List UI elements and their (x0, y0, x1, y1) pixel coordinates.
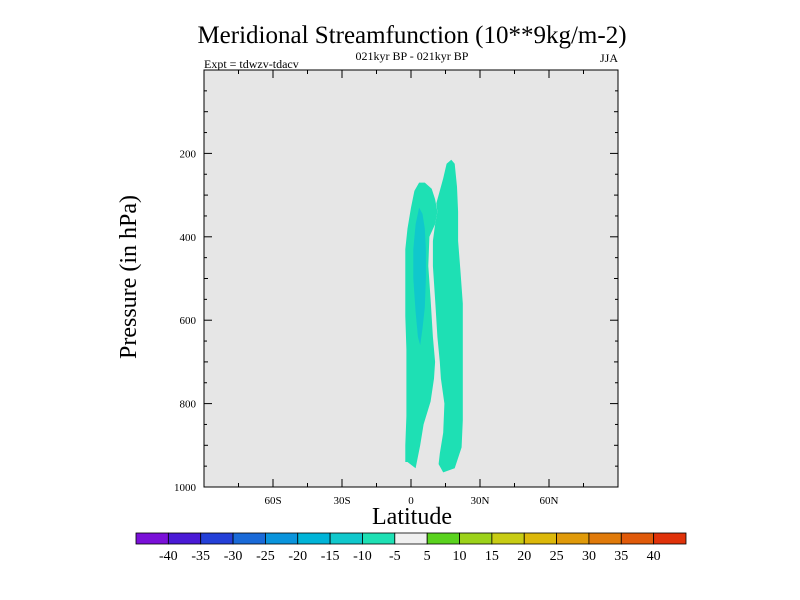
colorbar-label-5: -15 (321, 549, 340, 564)
colorbar-swatch-4 (265, 532, 299, 545)
colorbar-swatch-12 (523, 532, 557, 545)
y-tick-label-0: 200 (180, 148, 197, 160)
chart-subtitle: 021kyr BP - 021kyr BP (356, 49, 469, 63)
axis-ticks: 60S 30S 0 30N 60N 200 400 600 800 1000 (174, 70, 618, 507)
colorbar: -40 -35 -30 -25 -20 -15 -10 -5 5 10 15 20 25 30 35 40 (135, 532, 687, 564)
y-tick-label-3: 800 (180, 399, 197, 411)
colorbar-label-13: 30 (582, 549, 596, 564)
colorbar-label-1: -35 (191, 549, 210, 564)
colorbar-label-6: -10 (353, 549, 372, 564)
x-tick-label-3: 30N (471, 495, 490, 507)
y-tick-label-2: 600 (180, 315, 197, 327)
colorbar-label-14: 35 (614, 549, 628, 564)
colorbar-label-9: 10 (453, 549, 467, 564)
x-tick-label-4: 60N (540, 495, 559, 507)
y-tick-label-4: 1000 (174, 482, 197, 494)
colorbar-label-12: 25 (550, 549, 564, 564)
colorbar-swatch-13 (556, 532, 590, 545)
x-tick-label-1: 30S (333, 495, 350, 507)
season-label: JJA (600, 51, 618, 65)
colorbar-swatch-3 (232, 532, 266, 545)
colorbar-swatch-7 (362, 532, 396, 545)
y-axis-label: Pressure (in hPa) (116, 195, 142, 359)
colorbar-swatch-8 (394, 532, 428, 545)
colorbar-swatch-15 (620, 532, 655, 545)
colorbar-label-15: 40 (647, 549, 661, 564)
x-axis-label: Latitude (372, 504, 452, 530)
contour-region-2 (413, 207, 426, 346)
x-tick-label-2: 0 (408, 495, 414, 507)
colorbar-label-11: 20 (517, 549, 531, 564)
colorbar-label-0: -40 (159, 549, 178, 564)
colorbar-swatch-9 (426, 532, 460, 545)
colorbar-label-2: -30 (224, 549, 243, 564)
colorbar-swatch-0 (135, 532, 169, 545)
colorbar-swatch-2 (200, 532, 234, 545)
colorbar-label-8: 5 (424, 549, 431, 564)
colorbar-label-4: -20 (288, 549, 307, 564)
colorbar-swatch-16 (653, 532, 687, 545)
experiment-label: Expt = tdwzv-tdacv (204, 57, 299, 71)
colorbar-swatch-6 (329, 532, 363, 545)
x-tick-label-0: 60S (264, 495, 281, 507)
colorbar-swatch-14 (588, 532, 622, 545)
colorbar-label-3: -25 (256, 549, 275, 564)
y-tick-label-1: 400 (180, 232, 197, 244)
chart-title: Meridional Streamfunction (10**9kg/m-2) (197, 22, 626, 49)
contour-layer (405, 159, 463, 473)
colorbar-swatch-10 (459, 532, 493, 545)
colorbar-swatch-1 (167, 532, 202, 545)
contour-region-1 (432, 159, 463, 473)
colorbar-label-10: 15 (485, 549, 499, 564)
colorbar-swatch-11 (491, 532, 525, 545)
colorbar-label-7: -5 (389, 549, 401, 564)
colorbar-swatch-5 (297, 532, 331, 545)
